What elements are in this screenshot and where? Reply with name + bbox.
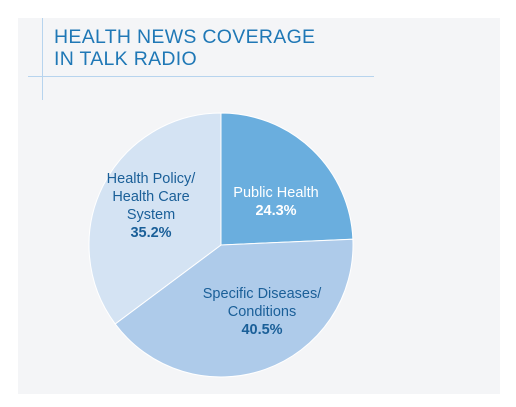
chart-title: HEALTH NEWS COVERAGE IN TALK RADIO <box>54 26 384 70</box>
slice-label-line: Specific Diseases/ <box>203 286 322 302</box>
slice-value-label: 40.5% <box>241 322 282 338</box>
slice-label-line: Public Health <box>233 185 318 201</box>
title-rule-horizontal <box>28 76 374 77</box>
slice-label-line: System <box>127 207 175 223</box>
slice-label-public-health: Public Health 24.3% <box>233 185 318 219</box>
slice-label-line: Health Care <box>112 189 189 205</box>
chart-title-line-1: HEALTH NEWS COVERAGE <box>54 26 316 48</box>
slice-value-label: 35.2% <box>130 225 171 241</box>
slice-value-label: 24.3% <box>255 203 296 219</box>
pie-slice-health-policy-health-care-system <box>88 112 222 325</box>
pie-slice-specific-diseases-conditions <box>114 238 354 378</box>
slice-label-line: Conditions <box>228 304 297 320</box>
chart-title-line-2: IN TALK RADIO <box>54 48 197 70</box>
pie-labels: Public Health 24.3% Specific Diseases/Cond… <box>107 171 323 338</box>
pie-slice-public-health <box>220 112 354 246</box>
pie-slices <box>88 112 354 378</box>
slice-label-health-policy-health-care-system: Health Policy/Health Care System 35.2% <box>107 171 197 241</box>
slice-label-line: Health Policy/ <box>107 171 197 187</box>
title-rule-vertical <box>42 18 43 100</box>
slice-label-specific-diseases-conditions: Specific Diseases/Conditions 40.5% <box>203 286 322 338</box>
